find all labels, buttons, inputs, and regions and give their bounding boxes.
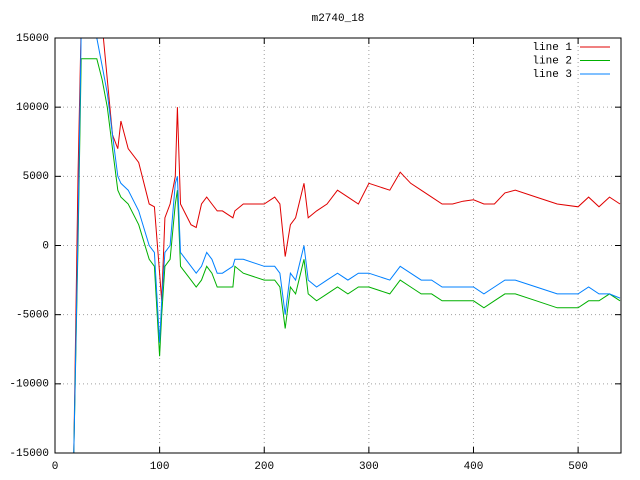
y-tick-label: 15000 [16, 33, 49, 45]
data-line [73, 38, 621, 453]
y-tick-label: -10000 [9, 379, 49, 391]
x-tick-label: 400 [464, 461, 484, 473]
legend-label: line 3 [532, 69, 572, 81]
legend-label: line 2 [532, 55, 572, 67]
legend-label: line 1 [532, 42, 572, 54]
x-tick-label: 0 [52, 461, 59, 473]
data-line [73, 38, 621, 453]
y-tick-label: 10000 [16, 102, 49, 114]
plot-area [73, 38, 621, 453]
y-tick-label: -15000 [9, 448, 49, 460]
x-tick-label: 200 [254, 461, 274, 473]
grid [54, 37, 621, 454]
x-tick-label: 300 [359, 461, 379, 473]
x-tick-label: 100 [150, 461, 170, 473]
y-tick-label: 0 [42, 240, 49, 252]
y-tick-label: -5000 [16, 310, 49, 322]
data-line [73, 58, 621, 453]
x-tick-label: 500 [568, 461, 588, 473]
chart-title: m2740_18 [312, 13, 365, 25]
y-tick-label: 5000 [23, 171, 49, 183]
